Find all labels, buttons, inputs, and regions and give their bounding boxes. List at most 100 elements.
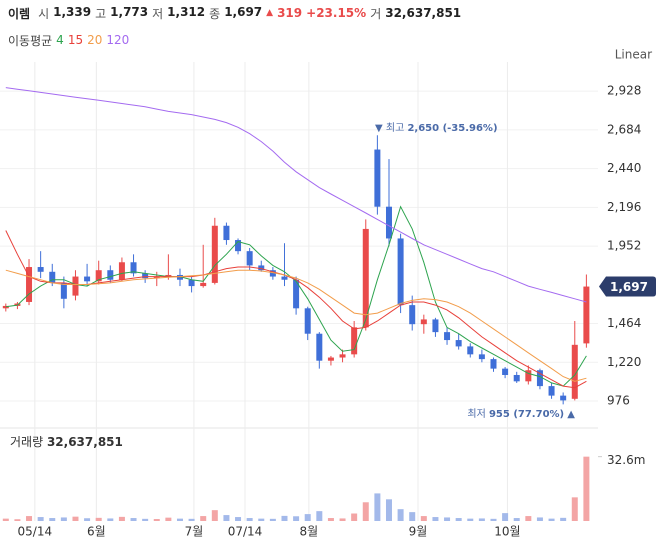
- volume-bar: [153, 519, 160, 521]
- volume-bar: [2, 518, 9, 521]
- candle-body: [502, 368, 509, 375]
- volume-bar: [502, 513, 509, 521]
- y-tick-label: 1,220: [607, 355, 641, 369]
- volume-bar: [281, 515, 288, 521]
- volume-bar: [327, 518, 334, 521]
- x-tick-label: 9월: [409, 525, 428, 539]
- candle-body: [95, 270, 102, 282]
- high-marker: ▼: [375, 123, 386, 134]
- candle-body: [118, 262, 125, 280]
- stat-label: 시: [38, 6, 50, 21]
- candle-body: [478, 354, 485, 360]
- ma-title: 이동평균: [8, 33, 53, 48]
- stat-value: 1,312: [167, 4, 206, 19]
- volume-bar: [560, 517, 567, 521]
- candle-body: [165, 274, 172, 277]
- candle-body: [2, 305, 9, 309]
- candle-body: [26, 267, 33, 302]
- candle-body: [37, 267, 44, 272]
- last-price-label: 1,697: [610, 280, 648, 294]
- candle-body: [107, 270, 114, 280]
- volume-bar: [432, 517, 439, 521]
- candle-body: [409, 305, 416, 325]
- candle-body: [304, 308, 311, 334]
- volume-bar: [293, 516, 300, 521]
- candle-body: [130, 262, 137, 274]
- candle-body: [513, 374, 520, 382]
- volume-bar: [525, 516, 532, 521]
- last-price-tag: [599, 276, 656, 297]
- candle-body: [490, 359, 497, 369]
- candle-body: [351, 327, 358, 355]
- candle-body: [72, 276, 79, 296]
- volume-bar: [165, 517, 172, 521]
- ma-line: [5, 230, 587, 389]
- volume-bar: [176, 518, 183, 521]
- x-tick-label: 07/14: [228, 525, 263, 539]
- x-tick-label: 7월: [185, 525, 204, 539]
- legend-entry: 4: [56, 33, 64, 47]
- volume-bar: [362, 502, 369, 521]
- volume-bar: [118, 516, 125, 521]
- volume-bar: [397, 509, 404, 521]
- volume-bar: [235, 517, 242, 521]
- stat-label: 고: [95, 6, 107, 21]
- volume-label: 거: [370, 6, 382, 21]
- candle-body: [571, 344, 578, 399]
- volume-bar: [455, 518, 462, 521]
- y-tick-label: 32.6m: [607, 453, 645, 467]
- volume-name: 거래량: [10, 435, 43, 449]
- legend-entry: 120: [106, 33, 130, 47]
- candle-body: [385, 206, 392, 239]
- volume-bar: [37, 517, 44, 521]
- legend-entry: 20: [87, 33, 103, 47]
- candle-body: [246, 251, 253, 266]
- volume-bar: [130, 518, 137, 521]
- candle-body: [467, 346, 474, 355]
- stat-label: 저: [152, 6, 164, 21]
- candle-body: [281, 276, 288, 280]
- stat-value: 1,339: [53, 4, 92, 19]
- change-value: 319: [277, 6, 303, 20]
- volume-bar: [583, 456, 590, 521]
- candle-body: [269, 270, 276, 277]
- volume-bar: [467, 518, 474, 521]
- volume-bar: [246, 518, 253, 521]
- volume-bar: [26, 516, 33, 521]
- ma-line: [5, 269, 587, 382]
- candle-body: [455, 340, 462, 347]
- volume-bar: [385, 499, 392, 521]
- ma-legend: 이동평균 4 15 20 120: [8, 31, 129, 49]
- candle-body: [258, 265, 265, 271]
- candle-body: [49, 271, 56, 283]
- low-marker: ▲: [564, 409, 575, 420]
- volume-value: 32,637,851: [47, 435, 123, 449]
- scale-label: Linear: [615, 48, 652, 62]
- candle-body: [525, 370, 532, 382]
- volume-bar: [339, 518, 346, 521]
- volume-bar: [49, 518, 56, 521]
- ma-line: [5, 87, 587, 303]
- candle-body: [548, 386, 555, 396]
- header: 이렘 시 1,339 고 1,773 저 1,312 종 1,697 ▲ 319 +23.15…: [8, 4, 461, 22]
- volume-bar: [142, 518, 149, 521]
- candle-body: [293, 279, 300, 309]
- y-tick-label: 1,464: [607, 316, 641, 330]
- volume-bar: [571, 497, 578, 521]
- y-tick-label: 2,684: [607, 122, 641, 136]
- candle-body: [327, 357, 334, 361]
- volume-value: 32,637,851: [385, 6, 462, 20]
- volume-bar: [513, 518, 520, 521]
- stat-value: 1,773: [110, 4, 149, 19]
- candle-body: [374, 149, 381, 207]
- volume-bar: [490, 518, 497, 521]
- volume-bar: [72, 516, 79, 521]
- candle-body: [176, 274, 183, 280]
- low-label: 최저: [467, 408, 485, 420]
- y-tick-label: 976: [607, 394, 630, 408]
- candle-body: [60, 282, 67, 299]
- volume-bar: [304, 514, 311, 521]
- y-tick-label: 2,196: [607, 200, 641, 214]
